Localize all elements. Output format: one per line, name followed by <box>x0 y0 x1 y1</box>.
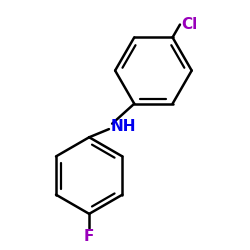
Text: Cl: Cl <box>181 17 198 32</box>
Text: F: F <box>84 230 94 244</box>
Text: NH: NH <box>110 119 136 134</box>
